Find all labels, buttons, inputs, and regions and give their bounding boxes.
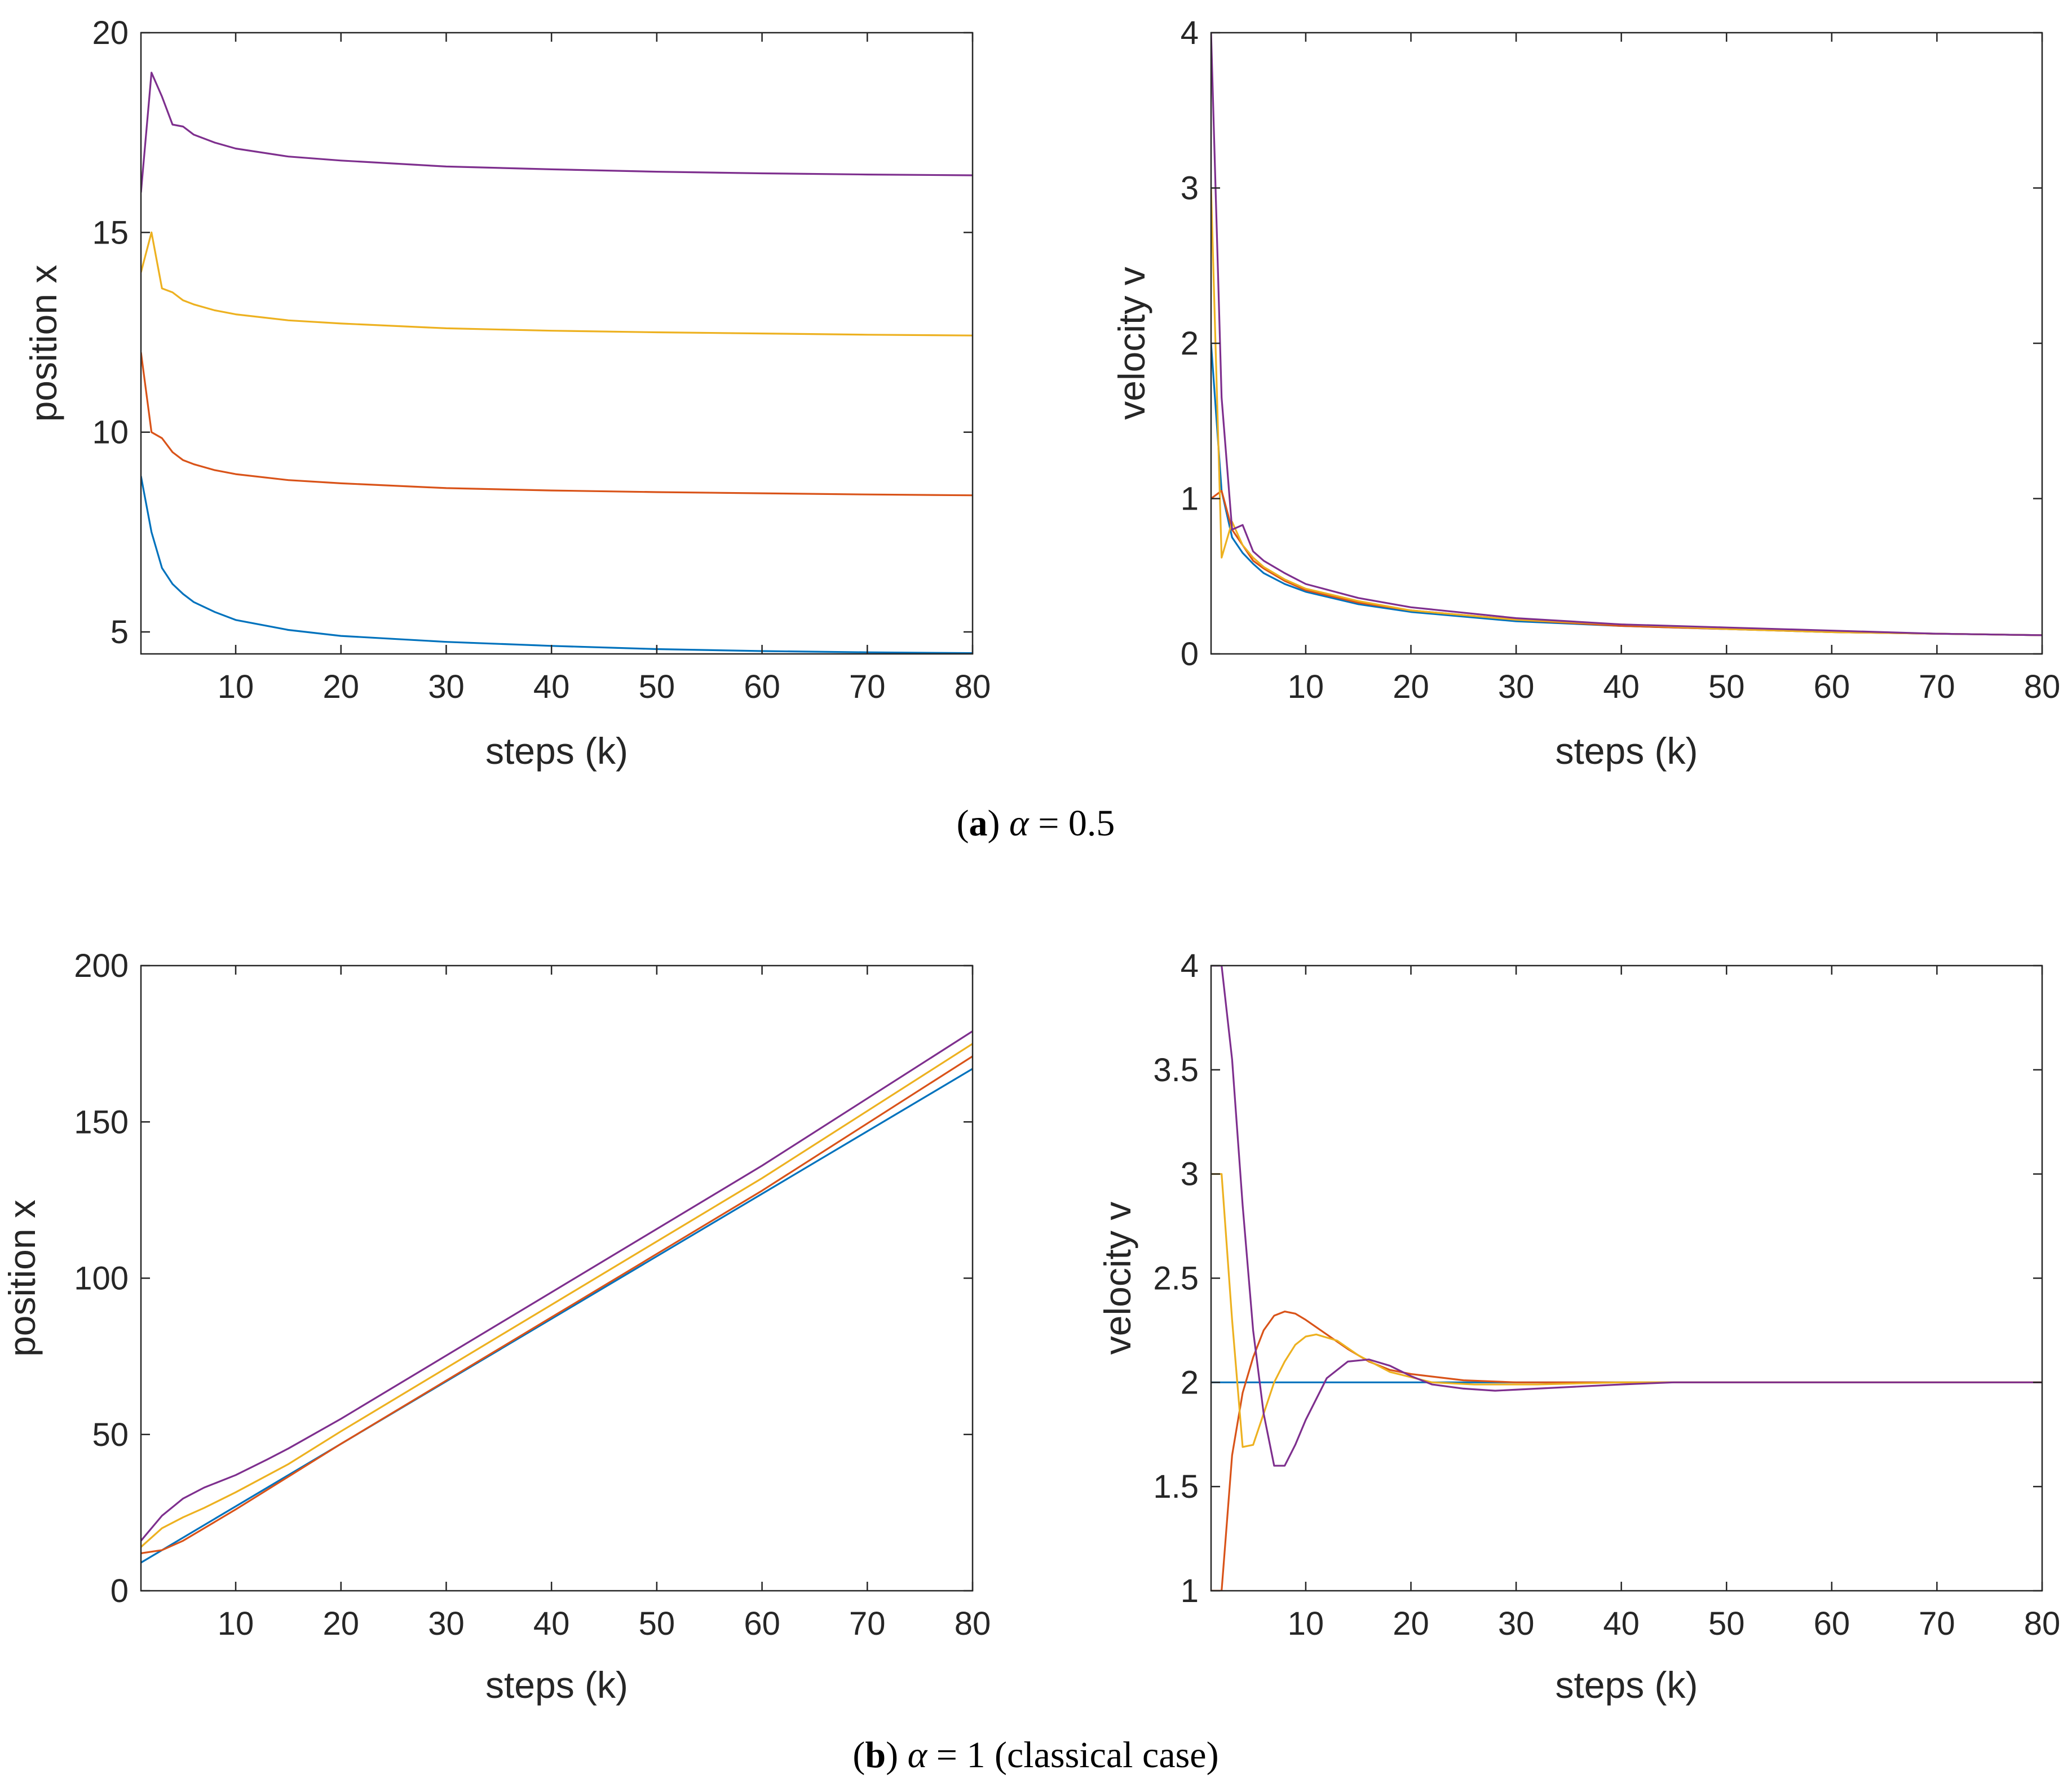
y-tick-label: 0 [1181, 636, 1199, 672]
series-group [1211, 33, 2042, 635]
x-tick-label: 70 [1919, 669, 1955, 705]
figure: 10 20 30 40 50 60 70 805101520steps (k)position… [0, 0, 2072, 1792]
x-tick-label: 80 [2024, 669, 2061, 705]
axes-box [141, 966, 973, 1591]
y-tick-label: 5 [111, 614, 129, 651]
x-tick-label: 40 [1603, 669, 1640, 705]
y-tick-label: 3.5 [1153, 1052, 1199, 1089]
x-axis-label: steps (k) [485, 1664, 628, 1706]
x-tick-label: 60 [744, 669, 780, 705]
x-tick-label: 60 [1814, 1605, 1850, 1642]
x-tick-label: 30 [428, 1605, 465, 1642]
x-tick-label: 20 [1393, 1605, 1429, 1642]
axes-box [1211, 966, 2042, 1591]
x-tick-label: 60 [744, 1605, 780, 1642]
y-axis-label: velocity v [1097, 1202, 1138, 1355]
y-tick-label: 1 [1181, 481, 1199, 517]
x-tick-label: 40 [1603, 1605, 1640, 1642]
caption-a-text: = 0.5 [1029, 803, 1115, 844]
y-tick-label: 4 [1181, 948, 1199, 984]
x-tick-label: 80 [955, 669, 991, 705]
y-tick-label: 20 [92, 15, 129, 51]
series-line-orange [141, 1056, 973, 1554]
caption-b: (b) α = 1 (classical case) [852, 1735, 1218, 1776]
series-line-orange [1211, 1312, 2042, 1591]
x-tick-label: 60 [1814, 669, 1850, 705]
y-tick-label: 15 [92, 214, 129, 251]
x-tick-label: 30 [1498, 669, 1535, 705]
x-tick-label: 50 [1708, 1605, 1745, 1642]
y-tick-label: 0 [111, 1573, 129, 1609]
series-group [141, 73, 973, 653]
y-tick-label: 2 [1181, 1364, 1199, 1401]
y-tick-label: 1 [1181, 1573, 1199, 1609]
series-line-yellow [1211, 1174, 2042, 1447]
y-tick-label: 4 [1181, 15, 1199, 51]
y-tick-label: 10 [92, 414, 129, 451]
y-tick-label: 100 [74, 1260, 129, 1297]
x-tick-label: 30 [1498, 1605, 1535, 1642]
x-tick-label: 70 [1919, 1605, 1955, 1642]
series-group [141, 1031, 973, 1563]
axes-box [141, 33, 973, 654]
y-tick-label: 3 [1181, 170, 1199, 207]
series-line-yellow [141, 232, 973, 335]
x-tick-label: 40 [533, 1605, 570, 1642]
x-axis-label: steps (k) [1555, 730, 1698, 772]
series-line-yellow [1211, 188, 2042, 635]
x-tick-label: 40 [533, 669, 570, 705]
y-tick-label: 150 [74, 1104, 129, 1140]
x-tick-label: 10 [218, 1605, 254, 1642]
x-tick-label: 20 [322, 669, 359, 705]
x-tick-label: 50 [639, 669, 675, 705]
y-tick-label: 2.5 [1153, 1260, 1199, 1297]
x-tick-label: 70 [849, 669, 886, 705]
series-line-blue [141, 1069, 973, 1563]
x-tick-label: 80 [955, 1605, 991, 1642]
caption-b-text: = 1 (classical case) [927, 1735, 1218, 1776]
x-tick-label: 20 [322, 1605, 359, 1642]
x-tick-label: 10 [1288, 1605, 1324, 1642]
series-line-purple [141, 73, 973, 193]
series-line-blue [141, 476, 973, 653]
chart-b-velocity: 10 20 30 40 50 60 70 80 1 1.5 2 2.5 3 3.5 4 steps (k) ve… [1097, 948, 2060, 1706]
caption-b-label: b [865, 1735, 886, 1776]
chart-b-position: 10 20 30 40 50 60 70 80 0 50 100 150 200 steps (k) pos… [1, 948, 991, 1706]
x-tick-label: 20 [1393, 669, 1429, 705]
caption-b-alpha: α [908, 1735, 928, 1776]
caption-a-alpha: α [1009, 803, 1030, 844]
y-tick-label: 1.5 [1153, 1468, 1199, 1505]
y-tick-label: 3 [1181, 1156, 1199, 1193]
y-axis-label: position x [1, 1200, 43, 1357]
series-line-purple [1211, 966, 2042, 1466]
y-tick-label: 2 [1181, 325, 1199, 362]
chart-a-velocity: 10 20 30 40 50 60 70 80 0 1 2 3 4 steps (k) velocity v [1111, 15, 2060, 772]
y-axis-label: position x [23, 265, 64, 422]
series-group [1211, 966, 2042, 1591]
axes-box [1211, 33, 2042, 654]
x-tick-label: 80 [2024, 1605, 2061, 1642]
x-axis-label: steps (k) [1555, 1664, 1698, 1706]
series-line-purple [1211, 33, 2042, 635]
y-tick-label: 200 [74, 948, 129, 984]
series-line-purple [141, 1031, 973, 1541]
y-tick-label: 50 [92, 1417, 129, 1453]
caption-a: (a) α = 0.5 [957, 803, 1115, 844]
x-tick-label: 10 [218, 669, 254, 705]
chart-a-position: 10 20 30 40 50 60 70 80 5 10 15 20 steps (k) position… [23, 15, 991, 772]
x-tick-label: 50 [639, 1605, 675, 1642]
series-line-orange [141, 352, 973, 495]
series-line-orange [1211, 491, 2042, 635]
x-tick-label: 50 [1708, 669, 1745, 705]
series-line-yellow [141, 1044, 973, 1547]
caption-a-label: a [969, 803, 988, 844]
x-axis-label: steps (k) [485, 730, 628, 772]
y-axis-label: velocity v [1111, 267, 1152, 419]
x-tick-label: 10 [1288, 669, 1324, 705]
x-tick-label: 30 [428, 669, 465, 705]
x-tick-label: 70 [849, 1605, 886, 1642]
